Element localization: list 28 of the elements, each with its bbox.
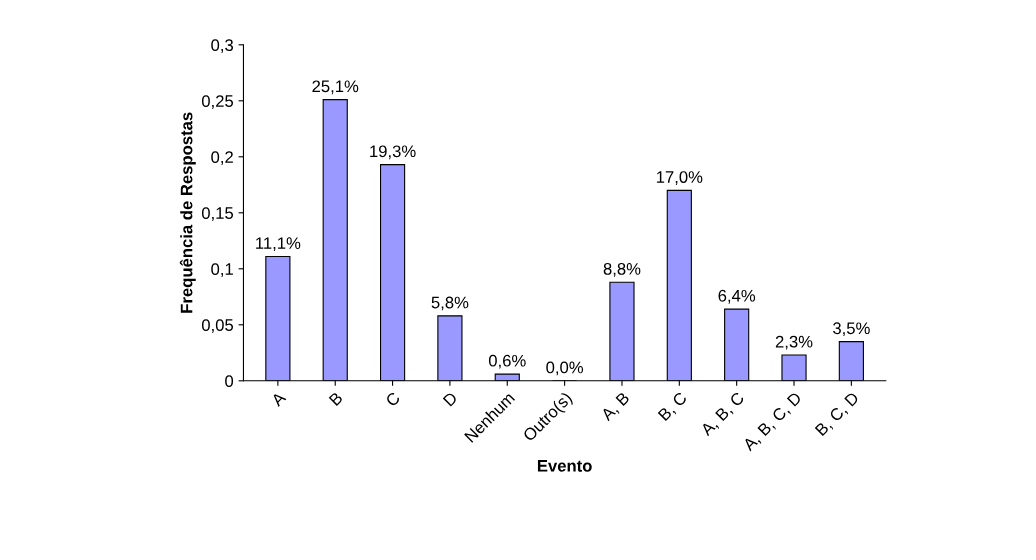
y-axis-title: Frequência de Respostas [179, 112, 196, 313]
data-label: 11,1% [256, 237, 301, 251]
data-label: 17,0% [656, 171, 703, 185]
x-tick-label: A, B [600, 391, 632, 423]
x-tick-label: B, C, D [814, 391, 861, 438]
x-tick-label: A [270, 390, 287, 407]
y-tick-label: 0,15 [201, 207, 234, 221]
y-tick-label: 0,3 [211, 39, 234, 53]
y-tick-label: 0,2 [211, 151, 233, 165]
y-tick-label: 0,1 [211, 263, 233, 277]
x-tick-label: C [384, 391, 401, 408]
data-label: 0,0% [546, 361, 584, 376]
y-tick-label: 0,25 [201, 95, 234, 109]
data-label: 25,1% [312, 80, 359, 95]
data-label: 8,8% [603, 262, 641, 277]
data-label: 6,4% [718, 289, 756, 304]
x-axis-title: Evento [537, 460, 592, 472]
x-tick-label: B, C [657, 391, 689, 423]
data-label: 2,3% [775, 335, 813, 350]
x-tick-label: D [442, 391, 458, 407]
data-label: 19,3% [370, 145, 416, 160]
y-tick-label: 0,05 [201, 319, 234, 333]
x-tick-label: B [328, 391, 344, 406]
data-label: 3,5% [833, 322, 870, 337]
y-tick-label: 0 [225, 375, 234, 387]
x-tick-label: A, B, C [699, 391, 747, 438]
data-label: 0,6% [488, 354, 526, 369]
data-label: 5,8% [431, 296, 469, 311]
